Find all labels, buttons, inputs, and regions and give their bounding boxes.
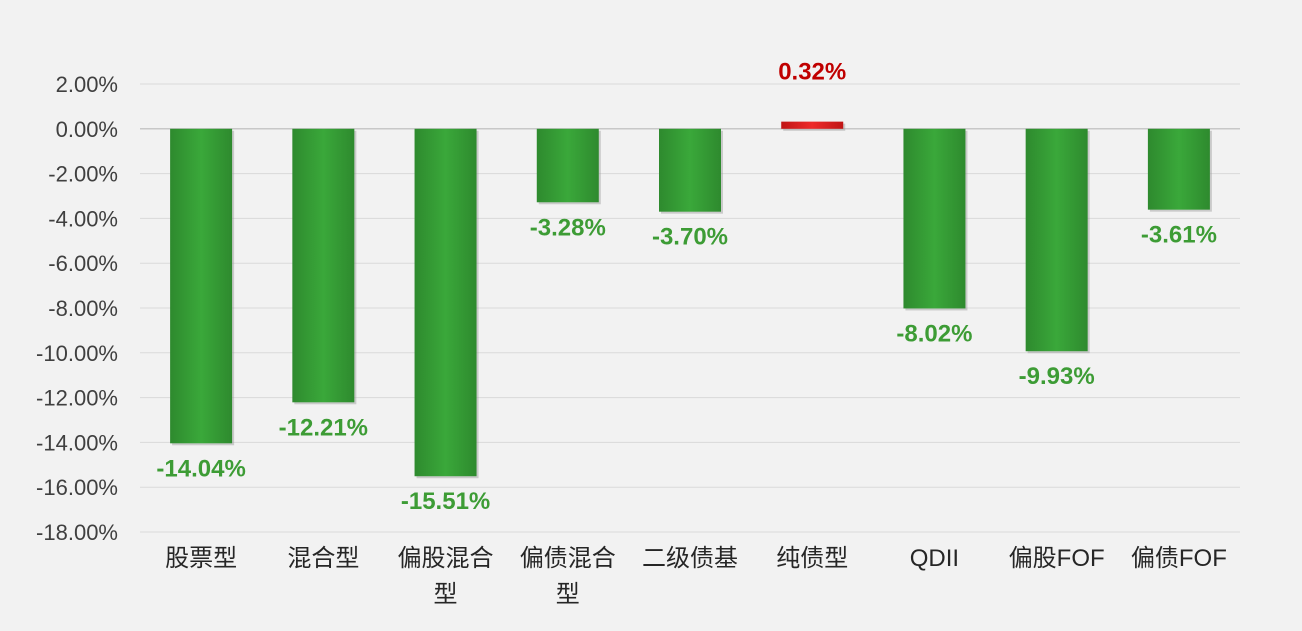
y-tick-label: -8.00%	[48, 296, 118, 321]
y-axis-tick-labels: 2.00% 0.00% -2.00% -4.00% -6.00% -8.00% -10.00…	[36, 72, 118, 545]
bar	[1147, 128, 1210, 210]
x-tick-label: 混合型	[287, 545, 359, 572]
data-label: 0.32%	[778, 59, 846, 86]
x-tick-label: QDII	[910, 545, 959, 572]
data-label: -3.70%	[652, 224, 728, 251]
x-tick-label: 型	[556, 581, 580, 608]
bar	[170, 128, 233, 444]
bar	[292, 128, 355, 403]
data-label: -14.04%	[156, 455, 245, 482]
x-tick-label: 偏债混合	[520, 545, 616, 572]
data-label: -3.61%	[1141, 222, 1217, 249]
x-tick-label: 偏股FOF	[1009, 545, 1105, 572]
bar	[414, 128, 477, 477]
y-tick-label: -18.00%	[36, 520, 118, 545]
x-tick-label: 股票型	[165, 545, 237, 572]
y-tick-label: -12.00%	[36, 386, 118, 411]
data-label: -15.51%	[401, 488, 490, 515]
y-tick-label: 0.00%	[56, 117, 118, 142]
data-labels: -14.04% -12.21% -15.51% -3.28% -3.70% 0.32% -8…	[156, 59, 1216, 516]
y-tick-label: -2.00%	[48, 162, 118, 187]
x-tick-label: 纯债型	[776, 545, 848, 572]
y-tick-label: -10.00%	[36, 341, 118, 366]
data-label: -3.28%	[530, 214, 606, 241]
bar	[659, 128, 721, 212]
y-tick-label: -14.00%	[36, 430, 118, 455]
x-tick-label: 偏债FOF	[1131, 545, 1227, 572]
x-tick-label: 偏股混合	[398, 545, 494, 572]
bar	[536, 128, 599, 203]
data-label: -8.02%	[896, 320, 972, 347]
data-label: -9.93%	[1019, 363, 1095, 390]
bar	[903, 128, 966, 309]
y-tick-label: -16.00%	[36, 475, 118, 500]
x-tick-label: 二级债基	[642, 545, 738, 572]
y-tick-label: -4.00%	[48, 206, 118, 231]
x-tick-label: 型	[434, 581, 458, 608]
bar	[1025, 128, 1088, 352]
y-tick-label: 2.00%	[56, 72, 118, 97]
y-tick-label: -6.00%	[48, 251, 118, 276]
bar	[781, 121, 844, 129]
bars	[170, 121, 1212, 479]
data-label: -12.21%	[279, 414, 368, 441]
